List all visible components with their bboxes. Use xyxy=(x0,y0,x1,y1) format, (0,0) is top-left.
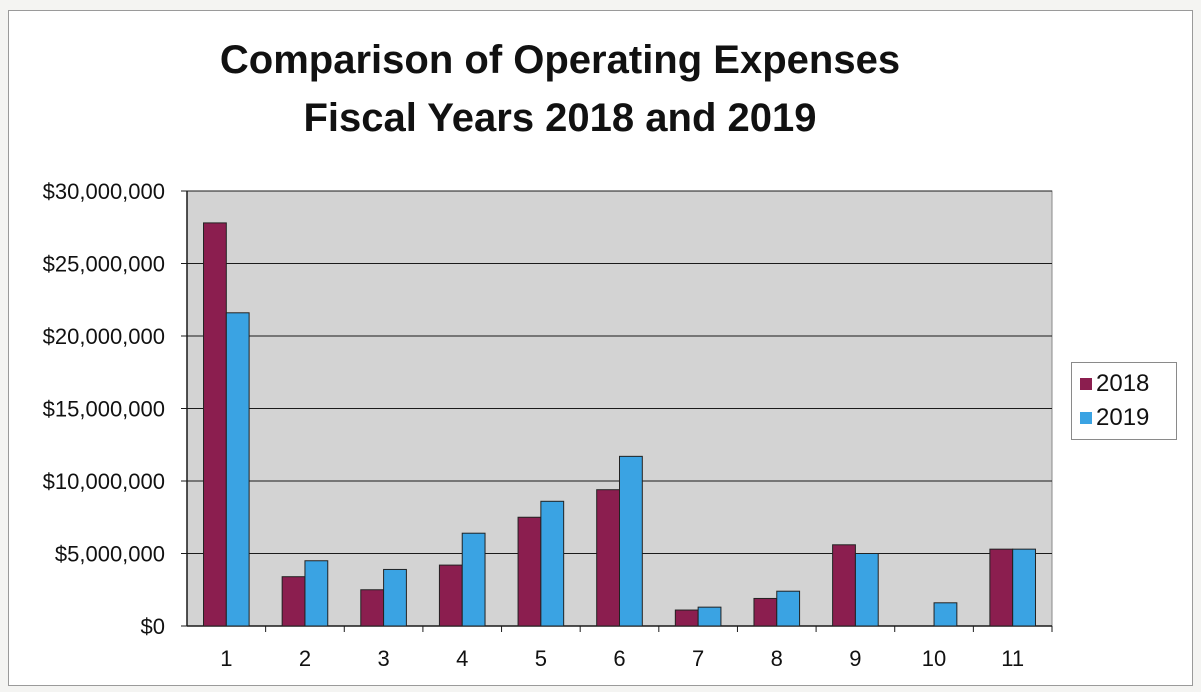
bar-2019-9 xyxy=(854,553,879,627)
y-tick-label: $25,000,000 xyxy=(43,252,165,277)
bar-2019-8 xyxy=(776,590,801,627)
bar-2019-1 xyxy=(225,312,250,627)
bar-2018-3 xyxy=(360,589,385,627)
bar-2019-6 xyxy=(619,455,643,627)
x-tick-label: 8 xyxy=(771,646,783,671)
x-tick-label: 3 xyxy=(377,646,389,671)
bar-2018-11 xyxy=(989,548,1014,627)
bar-2019-4 xyxy=(461,532,486,627)
x-tick-label: 10 xyxy=(922,646,946,671)
bar-2018-8 xyxy=(753,597,778,627)
bar-2018-4 xyxy=(438,564,463,627)
bar-2018-9 xyxy=(832,544,856,627)
bar-2018-7 xyxy=(674,609,699,627)
x-tick-label: 6 xyxy=(613,646,625,671)
legend-item-2019: 2019 xyxy=(1080,403,1149,433)
y-tick-label: $0 xyxy=(141,614,165,639)
legend-label-2018: 2018 xyxy=(1096,370,1150,397)
y-tick-label: $30,000,000 xyxy=(43,179,165,204)
legend-item-2018: 2018 xyxy=(1080,369,1149,399)
bar-2019-10 xyxy=(933,602,958,627)
y-tick-label: $10,000,000 xyxy=(43,469,165,494)
x-tick-label: 9 xyxy=(849,646,861,671)
bar-2019-5 xyxy=(540,500,565,627)
chart-title-line-2: Fiscal Years 2018 and 2019 xyxy=(303,96,817,140)
bar-2019-2 xyxy=(304,560,329,627)
y-tick-label: $5,000,000 xyxy=(55,542,165,567)
legend-swatch-2019 xyxy=(1080,412,1092,424)
bar-2018-6 xyxy=(596,489,620,627)
x-tick-label: 2 xyxy=(299,646,311,671)
bar-2019-11 xyxy=(1012,548,1036,627)
x-tick-label: 1 xyxy=(220,646,232,671)
x-tick-label: 4 xyxy=(456,646,468,671)
chart-title-line-1: Comparison of Operating Expenses xyxy=(219,38,901,82)
bar-2018-5 xyxy=(517,516,542,627)
bar-2018-2 xyxy=(281,576,306,627)
bar-2019-7 xyxy=(697,606,722,627)
x-tick-label: 7 xyxy=(692,646,704,671)
bar-2019-3 xyxy=(383,568,407,627)
x-tick-label: 11 xyxy=(1001,646,1024,671)
y-tick-label: $15,000,000 xyxy=(43,397,165,422)
bar-2018-1 xyxy=(203,222,227,627)
chart-legend: 2018 2019 xyxy=(1071,362,1177,440)
legend-swatch-2018 xyxy=(1080,378,1092,390)
y-tick-label: $20,000,000 xyxy=(43,324,165,349)
legend-label-2019: 2019 xyxy=(1096,404,1150,431)
x-tick-label: 5 xyxy=(535,646,547,671)
